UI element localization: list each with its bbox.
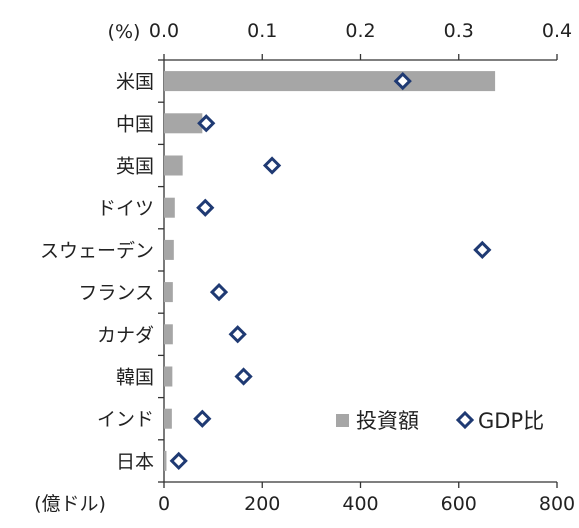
category-label: 韓国: [116, 367, 154, 389]
category-label: カナダ: [97, 324, 154, 346]
bar: [164, 239, 174, 260]
category-label: インド: [97, 409, 154, 431]
gdp-point: [209, 282, 229, 302]
bar: [164, 324, 173, 345]
bar: [164, 155, 183, 176]
top-tick-label: 0.0: [149, 20, 179, 42]
gdp-point: [393, 71, 412, 91]
gdp-point: [234, 367, 253, 386]
category-label: フランス: [78, 282, 154, 304]
top-axis-unit: (%): [108, 21, 141, 43]
bottom-tick-label: 400: [342, 493, 378, 515]
bottom-tick-label: 800: [539, 493, 575, 515]
bottom-tick-label: 0: [158, 493, 170, 515]
category-label: 米国: [116, 71, 154, 93]
top-tick-label: 0.4: [542, 20, 572, 42]
bar-series: [164, 71, 496, 471]
gdp-point: [473, 240, 492, 260]
top-axis: 0.0 0.1 0.2 0.3 0.4 (%): [108, 20, 572, 61]
top-tick-label: 0.2: [345, 20, 375, 42]
legend-label-bar: 投資額: [356, 409, 419, 433]
gdp-point: [262, 156, 282, 175]
category-label: 中国: [116, 113, 154, 135]
gdp-point: [193, 409, 212, 428]
bar: [164, 282, 173, 303]
category-label: 日本: [116, 451, 154, 473]
bottom-tick-label: 200: [244, 493, 280, 515]
category-label: 英国: [116, 156, 154, 178]
bottom-tick-label: 600: [441, 493, 477, 515]
legend-swatch-gdp: [455, 410, 475, 430]
bar: [164, 71, 496, 92]
top-tick-label: 0.3: [444, 20, 474, 42]
bottom-axis: 0 200 400 600 800 (億ドル): [34, 481, 575, 515]
legend-swatch-bar: [336, 414, 349, 427]
category-label: スウェーデン: [40, 240, 154, 262]
gdp-point: [169, 451, 188, 471]
bar: [164, 450, 167, 471]
gdp-series: [169, 71, 492, 471]
bar: [164, 366, 173, 387]
gdp-point: [228, 325, 247, 344]
top-tick-label: 0.1: [247, 20, 277, 42]
legend: 投資額 GDP比: [336, 409, 544, 433]
gdp-point: [196, 198, 215, 217]
bar: [164, 408, 172, 429]
bar: [164, 197, 175, 218]
bar: [164, 113, 203, 134]
bottom-axis-unit: (億ドル): [34, 493, 106, 515]
gdp-point: [197, 114, 216, 133]
legend-label-gdp: GDP比: [478, 409, 544, 433]
category-label: ドイツ: [97, 198, 154, 220]
